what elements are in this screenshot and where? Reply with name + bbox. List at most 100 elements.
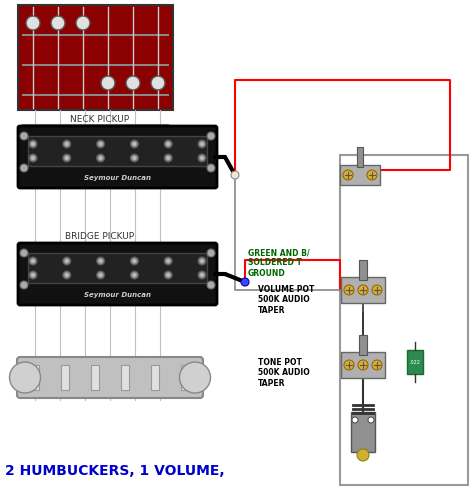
Circle shape <box>207 164 215 172</box>
Circle shape <box>164 140 172 148</box>
Circle shape <box>207 249 215 257</box>
Circle shape <box>9 362 40 393</box>
Bar <box>359 260 367 280</box>
Circle shape <box>132 259 137 263</box>
FancyBboxPatch shape <box>18 126 217 188</box>
Circle shape <box>51 16 65 30</box>
Circle shape <box>357 449 369 461</box>
Circle shape <box>198 257 206 265</box>
Circle shape <box>343 170 353 180</box>
Text: GREEN AND B/
SOLDERED T
GROUND: GREEN AND B/ SOLDERED T GROUND <box>248 248 310 278</box>
Circle shape <box>164 257 172 265</box>
Circle shape <box>358 285 368 295</box>
Circle shape <box>31 142 35 146</box>
FancyBboxPatch shape <box>17 357 203 398</box>
Circle shape <box>198 271 206 279</box>
Circle shape <box>29 271 37 279</box>
Circle shape <box>166 273 170 277</box>
Circle shape <box>65 156 69 160</box>
Circle shape <box>166 259 170 263</box>
Circle shape <box>207 281 215 289</box>
Text: 2 HUMBUCKERS, 1 VOLUME,: 2 HUMBUCKERS, 1 VOLUME, <box>5 464 225 478</box>
Bar <box>357 147 363 167</box>
Circle shape <box>99 259 102 263</box>
Circle shape <box>344 360 354 370</box>
Circle shape <box>164 271 172 279</box>
Text: .022: .022 <box>410 360 420 365</box>
Circle shape <box>130 257 138 265</box>
Bar <box>340 165 380 185</box>
Text: TONE POT
500K AUDIO
TAPER: TONE POT 500K AUDIO TAPER <box>258 358 310 388</box>
Text: BRIDGE PICKUP: BRIDGE PICKUP <box>65 232 135 241</box>
Circle shape <box>63 140 71 148</box>
Circle shape <box>130 271 138 279</box>
Circle shape <box>200 259 204 263</box>
Circle shape <box>97 257 105 265</box>
Bar <box>351 412 375 452</box>
Bar <box>91 365 99 390</box>
Circle shape <box>97 154 105 162</box>
Circle shape <box>368 417 374 423</box>
Circle shape <box>29 257 37 265</box>
Bar <box>340 155 468 485</box>
Circle shape <box>241 278 249 286</box>
Circle shape <box>352 417 358 423</box>
Circle shape <box>180 362 210 393</box>
Circle shape <box>151 76 165 90</box>
Circle shape <box>97 271 105 279</box>
Circle shape <box>200 273 204 277</box>
Circle shape <box>31 259 35 263</box>
Circle shape <box>367 170 377 180</box>
Bar <box>151 365 159 390</box>
Circle shape <box>198 140 206 148</box>
Circle shape <box>200 142 204 146</box>
FancyBboxPatch shape <box>18 243 217 305</box>
Text: VOLUME POT
500K AUDIO
TAPER: VOLUME POT 500K AUDIO TAPER <box>258 285 314 315</box>
Circle shape <box>231 171 239 179</box>
Circle shape <box>97 140 105 148</box>
Circle shape <box>358 360 368 370</box>
Circle shape <box>132 273 137 277</box>
Circle shape <box>99 273 102 277</box>
Bar <box>341 352 385 378</box>
Circle shape <box>65 273 69 277</box>
Circle shape <box>20 132 28 140</box>
Circle shape <box>130 154 138 162</box>
Circle shape <box>31 156 35 160</box>
Circle shape <box>63 154 71 162</box>
Circle shape <box>166 156 170 160</box>
Circle shape <box>344 285 354 295</box>
Circle shape <box>31 273 35 277</box>
Circle shape <box>99 156 102 160</box>
Circle shape <box>63 257 71 265</box>
Bar <box>28 136 207 166</box>
Circle shape <box>65 259 69 263</box>
Circle shape <box>20 249 28 257</box>
Circle shape <box>76 16 90 30</box>
Circle shape <box>29 140 37 148</box>
Bar <box>121 365 129 390</box>
Circle shape <box>65 142 69 146</box>
Bar <box>61 365 69 390</box>
Circle shape <box>200 156 204 160</box>
Circle shape <box>166 142 170 146</box>
Bar <box>31 365 39 390</box>
Circle shape <box>26 16 40 30</box>
Circle shape <box>20 281 28 289</box>
Circle shape <box>20 164 28 172</box>
Circle shape <box>101 76 115 90</box>
Circle shape <box>164 154 172 162</box>
Bar <box>341 277 385 303</box>
Text: Seymour Duncan: Seymour Duncan <box>84 292 151 298</box>
Circle shape <box>130 140 138 148</box>
Bar <box>359 335 367 355</box>
Circle shape <box>63 271 71 279</box>
Circle shape <box>198 154 206 162</box>
Text: Seymour Duncan: Seymour Duncan <box>84 175 151 181</box>
Circle shape <box>207 132 215 140</box>
Bar <box>407 350 423 374</box>
Circle shape <box>126 76 140 90</box>
Circle shape <box>372 360 382 370</box>
Bar <box>18 5 173 110</box>
Circle shape <box>132 156 137 160</box>
